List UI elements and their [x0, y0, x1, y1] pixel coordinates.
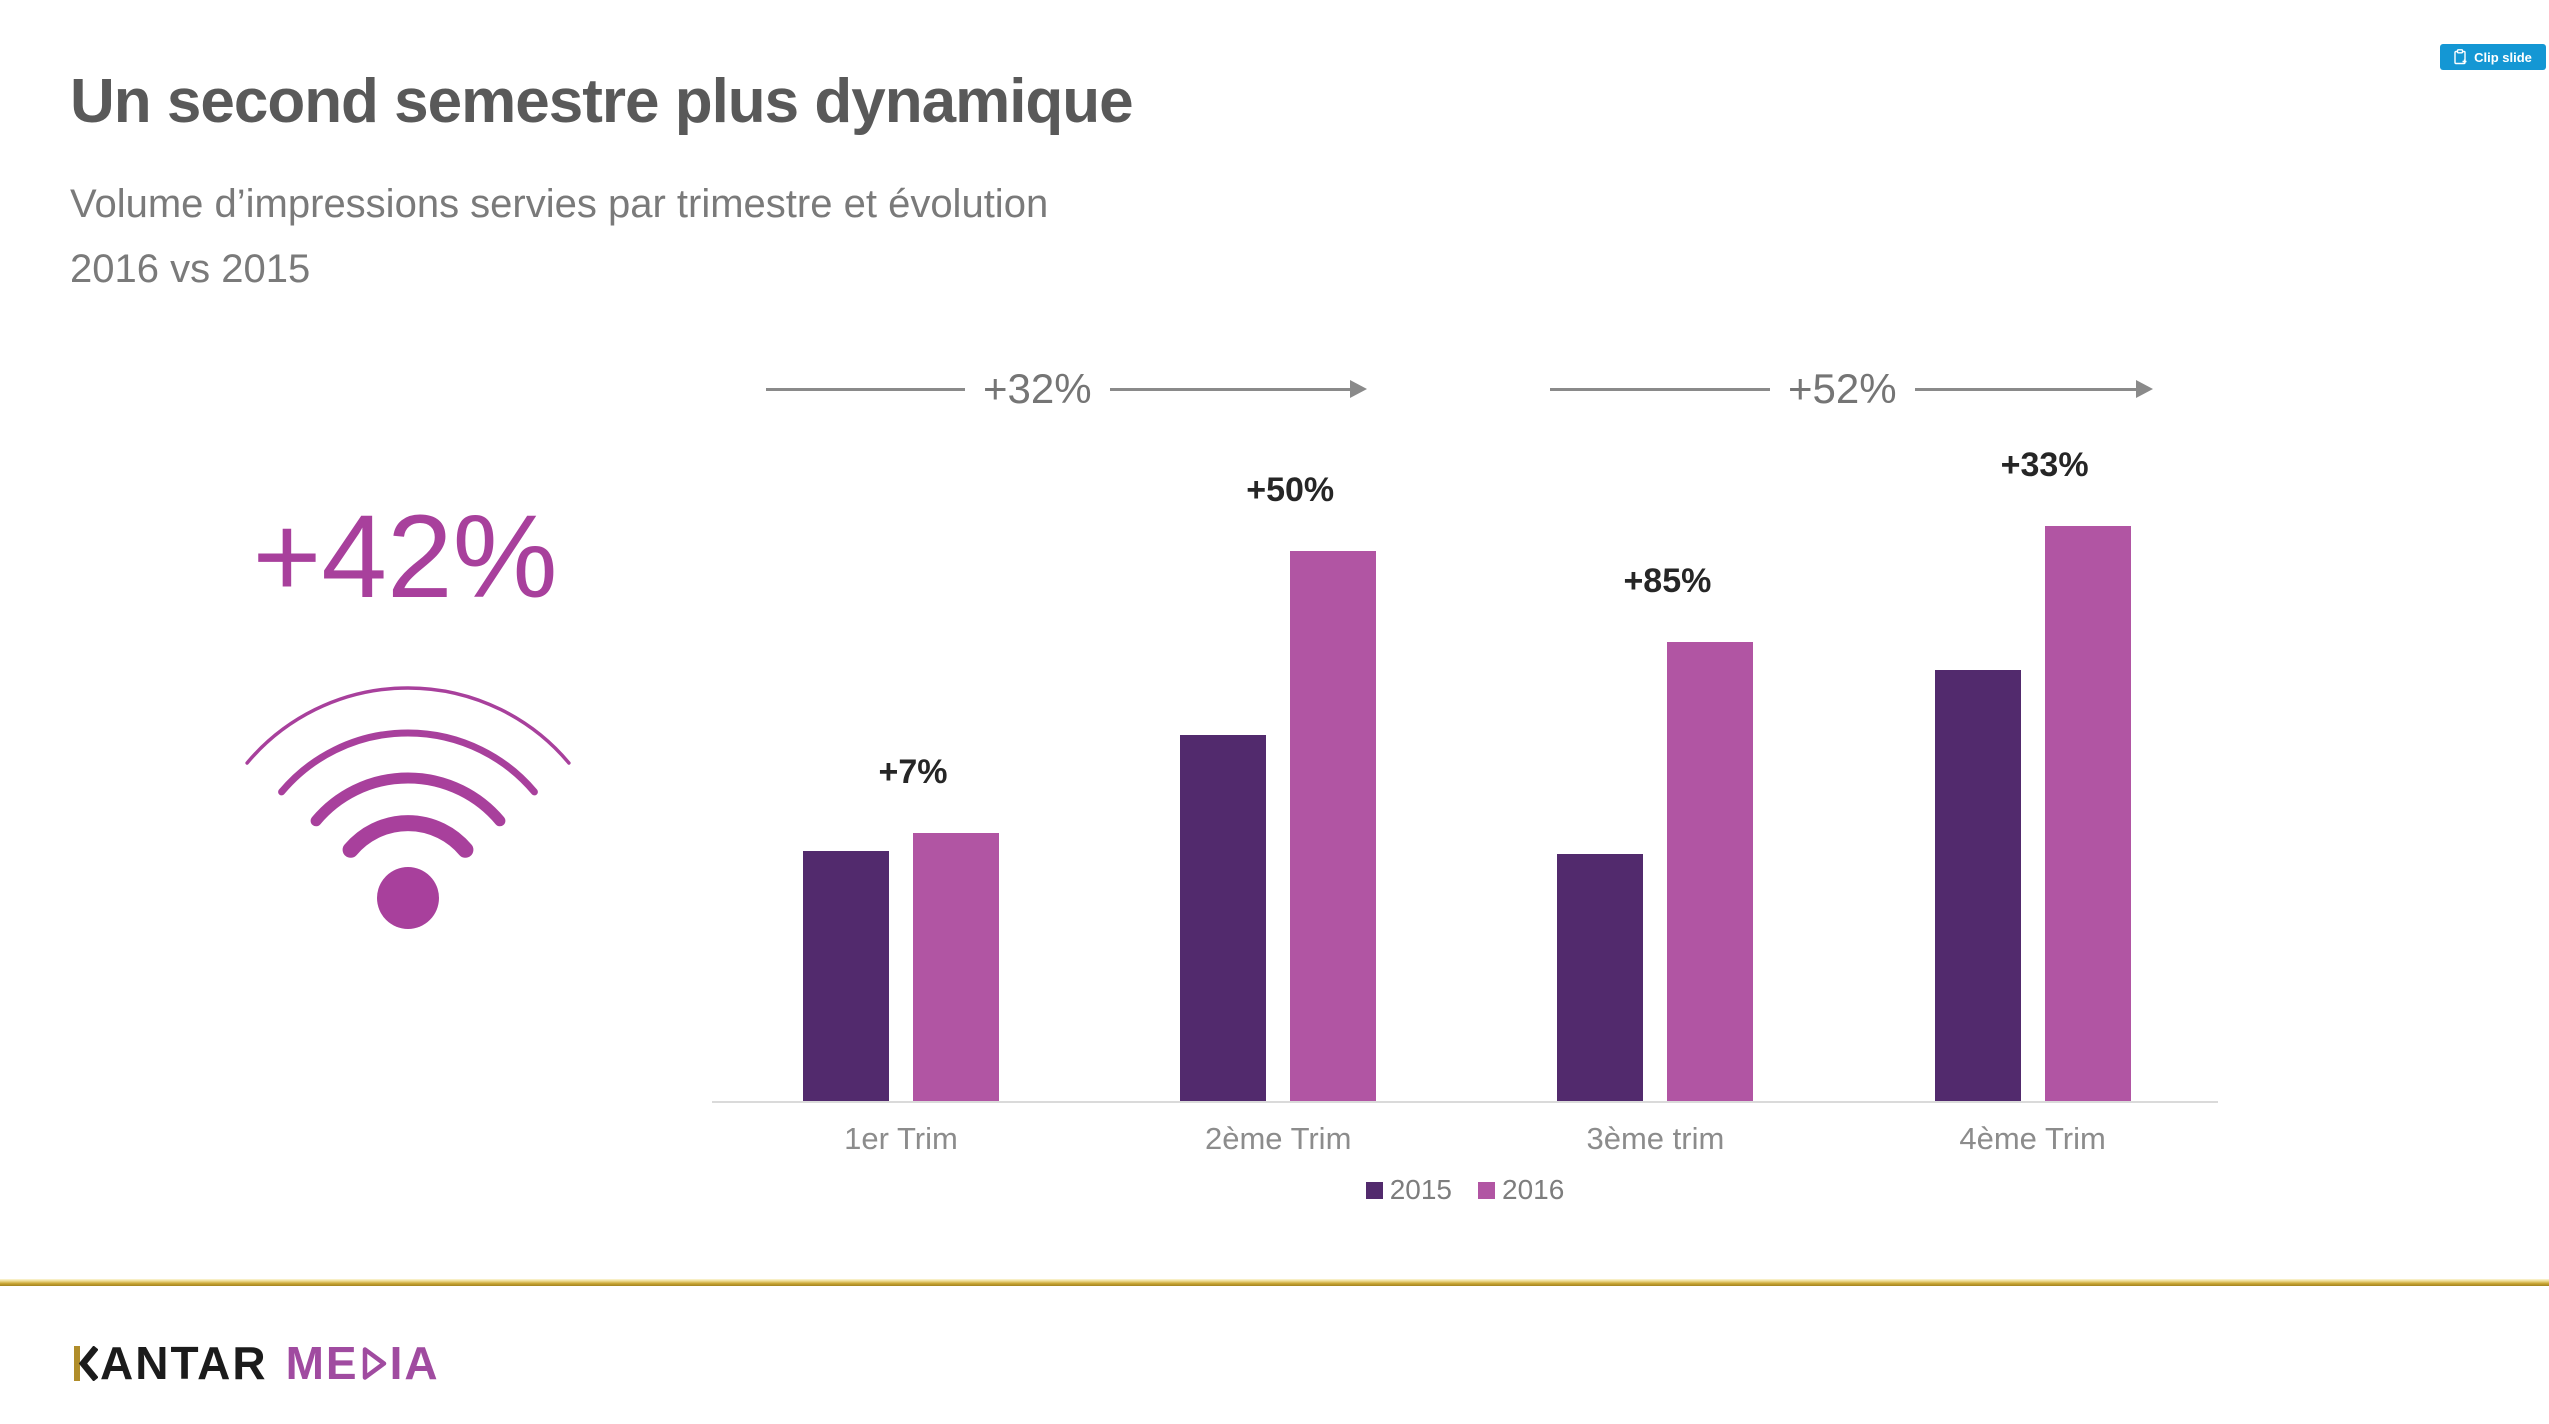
kantar-k-icon: [74, 1345, 98, 1381]
semester-2-growth-arrow: +52%: [1550, 365, 2153, 412]
gold-divider-line: [0, 1279, 2549, 1286]
slide-title: Un second semestre plus dynamique: [70, 67, 1134, 136]
slide-subtitle: Volume d’impressions servies par trimest…: [70, 172, 1048, 302]
bar-2015-q4: [1934, 669, 2021, 1103]
kantar-wordmark: ANTAR: [74, 1336, 268, 1390]
wifi-signal-icon: [245, 686, 571, 929]
media-letters-post: IA: [389, 1337, 440, 1389]
total-growth-stat: +42%: [252, 491, 558, 623]
semester-1-growth-label: +32%: [983, 365, 1092, 412]
bar-2016-q4: [2044, 525, 2131, 1103]
kantar-media-logo: ANTAR ME IA: [74, 1336, 440, 1390]
legend-swatch-2016: [1478, 1181, 1495, 1199]
legend-item-2016: 2016: [1478, 1174, 1564, 1206]
legend-swatch-2015: [1365, 1181, 1383, 1199]
semester-2-growth-label: +52%: [1788, 365, 1897, 412]
growth-label-q4: +33%: [2000, 445, 2089, 484]
arrow-line-left: [1550, 387, 1770, 391]
category-label-q4: 4ème Trim: [1959, 1121, 2106, 1156]
bar-2015-q3: [1557, 853, 1644, 1103]
arrowhead-right-icon: [1350, 380, 1367, 398]
bar-2016-q2: [1290, 551, 1377, 1103]
bar-2016-q3: [1667, 641, 1754, 1103]
bar-2016-q1: [913, 833, 999, 1103]
arrow-line-left: [766, 387, 965, 391]
legend-item-2015: 2015: [1365, 1174, 1452, 1206]
x-axis-line: [712, 1101, 2218, 1103]
clipboard-icon: [2454, 49, 2467, 65]
arrowhead-right-icon: [2136, 380, 2153, 398]
growth-label-q2: +50%: [1246, 471, 1335, 510]
semester-1-growth-arrow: +32%: [766, 365, 1367, 412]
bar-2015-q2: [1180, 735, 1267, 1103]
subtitle-line-1: Volume d’impressions servies par trimest…: [70, 182, 1049, 226]
category-label-q2: 2ème Trim: [1204, 1121, 1352, 1156]
category-label-q3: 3ème trim: [1586, 1121, 1725, 1156]
chart-legend: 2015 2016: [712, 1174, 2218, 1206]
arrow-line-right: [1109, 387, 1350, 391]
arrow-line-right: [1914, 387, 2136, 391]
kantar-letters: ANTAR: [100, 1337, 268, 1389]
media-wordmark: ME IA: [286, 1336, 440, 1390]
legend-label-2016: 2016: [1502, 1174, 1565, 1205]
growth-label-q3: +85%: [1623, 561, 1712, 600]
media-triangle-d-icon: [362, 1346, 386, 1380]
clip-slide-button[interactable]: Clip slide: [2440, 44, 2546, 70]
legend-label-2015: 2015: [1389, 1174, 1452, 1205]
clip-slide-label: Clip slide: [2474, 49, 2532, 65]
growth-label-q1: +7%: [878, 753, 948, 792]
category-label-q1: 1er Trim: [844, 1121, 958, 1156]
media-letters-pre: ME: [285, 1337, 359, 1389]
subtitle-line-2: 2016 vs 2015: [70, 247, 311, 291]
bar-2015-q1: [803, 851, 889, 1103]
